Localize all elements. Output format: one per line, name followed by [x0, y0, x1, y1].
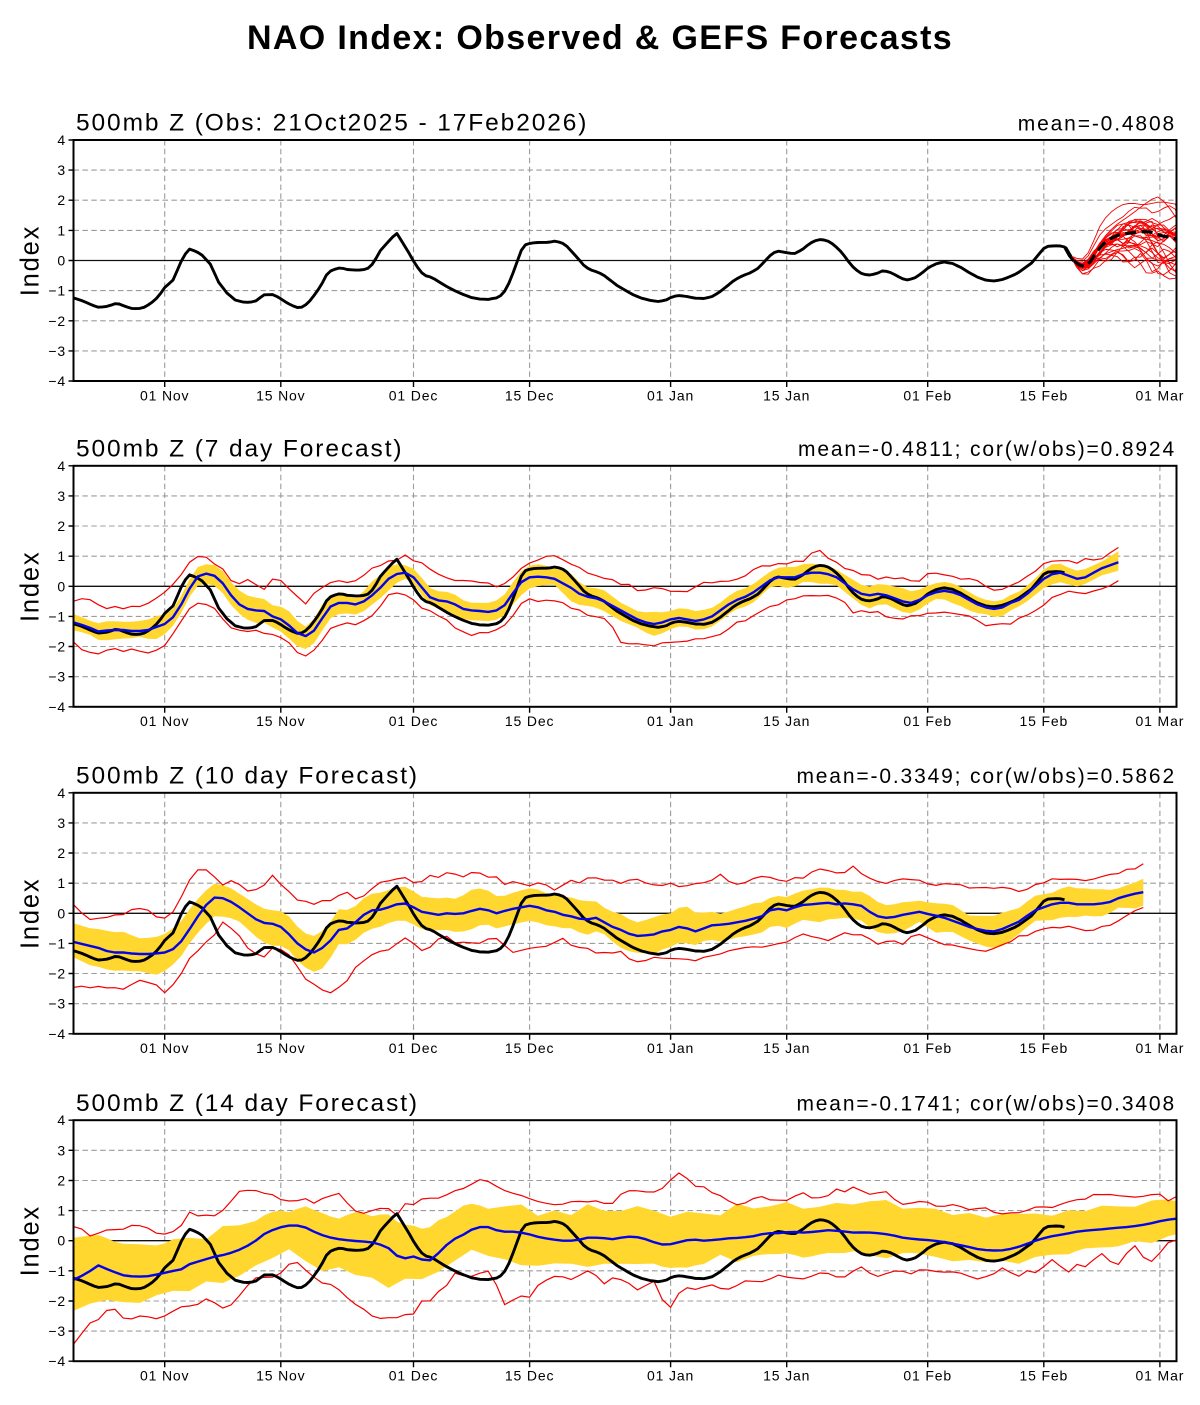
- svg-text:01 Dec: 01 Dec: [389, 1040, 438, 1056]
- svg-text:01 Mar: 01 Mar: [1136, 387, 1185, 403]
- svg-text:01 Nov: 01 Nov: [140, 713, 189, 729]
- svg-text:15 Feb: 15 Feb: [1019, 1368, 1068, 1384]
- svg-text:01 Jan: 01 Jan: [647, 1040, 694, 1056]
- svg-text:1: 1: [57, 222, 66, 238]
- svg-text:−1: −1: [48, 935, 66, 951]
- svg-text:15 Nov: 15 Nov: [256, 713, 305, 729]
- svg-text:−4: −4: [48, 1026, 66, 1042]
- svg-text:01 Nov: 01 Nov: [140, 1040, 189, 1056]
- svg-text:15 Jan: 15 Jan: [763, 1040, 810, 1056]
- svg-text:−3: −3: [48, 343, 66, 359]
- svg-text:−4: −4: [48, 373, 66, 389]
- svg-text:01 Dec: 01 Dec: [389, 387, 438, 403]
- svg-text:3: 3: [57, 488, 66, 504]
- svg-text:−4: −4: [48, 699, 66, 715]
- svg-text:4: 4: [57, 785, 66, 801]
- svg-text:15 Nov: 15 Nov: [256, 387, 305, 403]
- svg-text:3: 3: [57, 1142, 66, 1158]
- svg-text:−1: −1: [48, 608, 66, 624]
- svg-text:01 Jan: 01 Jan: [647, 1368, 694, 1384]
- svg-text:500mb Z (7 day Forecast): 500mb Z (7 day Forecast): [76, 435, 403, 462]
- svg-text:01 Nov: 01 Nov: [140, 387, 189, 403]
- svg-text:15 Feb: 15 Feb: [1019, 1040, 1068, 1056]
- svg-text:0: 0: [57, 253, 66, 269]
- svg-text:1: 1: [57, 1203, 66, 1219]
- svg-text:−2: −2: [48, 313, 66, 329]
- svg-text:15 Dec: 15 Dec: [505, 387, 554, 403]
- svg-text:Index: Index: [17, 551, 45, 622]
- svg-text:−2: −2: [48, 639, 66, 655]
- svg-text:15 Dec: 15 Dec: [505, 1040, 554, 1056]
- svg-text:01 Jan: 01 Jan: [647, 713, 694, 729]
- svg-text:01 Nov: 01 Nov: [140, 1368, 189, 1384]
- svg-text:−2: −2: [48, 1293, 66, 1309]
- svg-text:−1: −1: [48, 1263, 66, 1279]
- svg-text:15 Jan: 15 Jan: [763, 387, 810, 403]
- svg-text:mean=-0.4808: mean=-0.4808: [1018, 112, 1176, 135]
- svg-text:15 Nov: 15 Nov: [256, 1368, 305, 1384]
- svg-text:Index: Index: [17, 878, 45, 949]
- svg-text:4: 4: [57, 1112, 66, 1128]
- svg-text:−1: −1: [48, 283, 66, 299]
- svg-text:15 Nov: 15 Nov: [256, 1040, 305, 1056]
- svg-text:3: 3: [57, 162, 66, 178]
- svg-text:mean=-0.4811; cor(w/obs)=0.892: mean=-0.4811; cor(w/obs)=0.8924: [798, 438, 1176, 461]
- svg-text:Index: Index: [17, 1205, 45, 1276]
- svg-text:15 Dec: 15 Dec: [505, 713, 554, 729]
- svg-text:Index: Index: [17, 225, 45, 296]
- svg-text:3: 3: [57, 815, 66, 831]
- svg-text:0: 0: [57, 905, 66, 921]
- svg-text:−3: −3: [48, 669, 66, 685]
- svg-text:01 Mar: 01 Mar: [1136, 713, 1185, 729]
- svg-text:01 Mar: 01 Mar: [1136, 1368, 1185, 1384]
- svg-text:15 Feb: 15 Feb: [1019, 713, 1068, 729]
- svg-text:−3: −3: [48, 996, 66, 1012]
- svg-text:NAO Index: Observed & GEFS For: NAO Index: Observed & GEFS Forecasts: [247, 19, 953, 57]
- svg-text:mean=-0.3349; cor(w/obs)=0.586: mean=-0.3349; cor(w/obs)=0.5862: [796, 765, 1176, 788]
- svg-text:01 Feb: 01 Feb: [903, 713, 952, 729]
- svg-text:1: 1: [57, 548, 66, 564]
- svg-text:15 Jan: 15 Jan: [763, 713, 810, 729]
- svg-text:2: 2: [57, 192, 66, 208]
- svg-text:01 Feb: 01 Feb: [903, 1040, 952, 1056]
- svg-text:15 Jan: 15 Jan: [763, 1368, 810, 1384]
- svg-text:4: 4: [57, 458, 66, 474]
- svg-text:500mb Z (10 day Forecast): 500mb Z (10 day Forecast): [76, 762, 419, 789]
- svg-text:mean=-0.1741; cor(w/obs)=0.340: mean=-0.1741; cor(w/obs)=0.3408: [796, 1093, 1176, 1116]
- svg-text:01 Dec: 01 Dec: [389, 1368, 438, 1384]
- svg-text:500mb Z (14 day Forecast): 500mb Z (14 day Forecast): [76, 1090, 419, 1117]
- svg-text:−2: −2: [48, 966, 66, 982]
- svg-text:01 Mar: 01 Mar: [1136, 1040, 1185, 1056]
- svg-text:1: 1: [57, 875, 66, 891]
- svg-text:15 Feb: 15 Feb: [1019, 387, 1068, 403]
- svg-text:01 Dec: 01 Dec: [389, 713, 438, 729]
- svg-text:500mb Z (Obs: 21Oct2025 - 17Fe: 500mb Z (Obs: 21Oct2025 - 17Feb2026): [76, 110, 588, 137]
- svg-text:2: 2: [57, 1173, 66, 1189]
- svg-text:−4: −4: [48, 1353, 66, 1369]
- svg-text:01 Feb: 01 Feb: [903, 387, 952, 403]
- svg-text:2: 2: [57, 845, 66, 861]
- svg-text:15 Dec: 15 Dec: [505, 1368, 554, 1384]
- svg-text:01 Feb: 01 Feb: [903, 1368, 952, 1384]
- svg-text:2: 2: [57, 518, 66, 534]
- svg-text:−3: −3: [48, 1323, 66, 1339]
- svg-text:01 Jan: 01 Jan: [647, 387, 694, 403]
- svg-text:0: 0: [57, 578, 66, 594]
- svg-text:4: 4: [57, 132, 66, 148]
- svg-text:0: 0: [57, 1233, 66, 1249]
